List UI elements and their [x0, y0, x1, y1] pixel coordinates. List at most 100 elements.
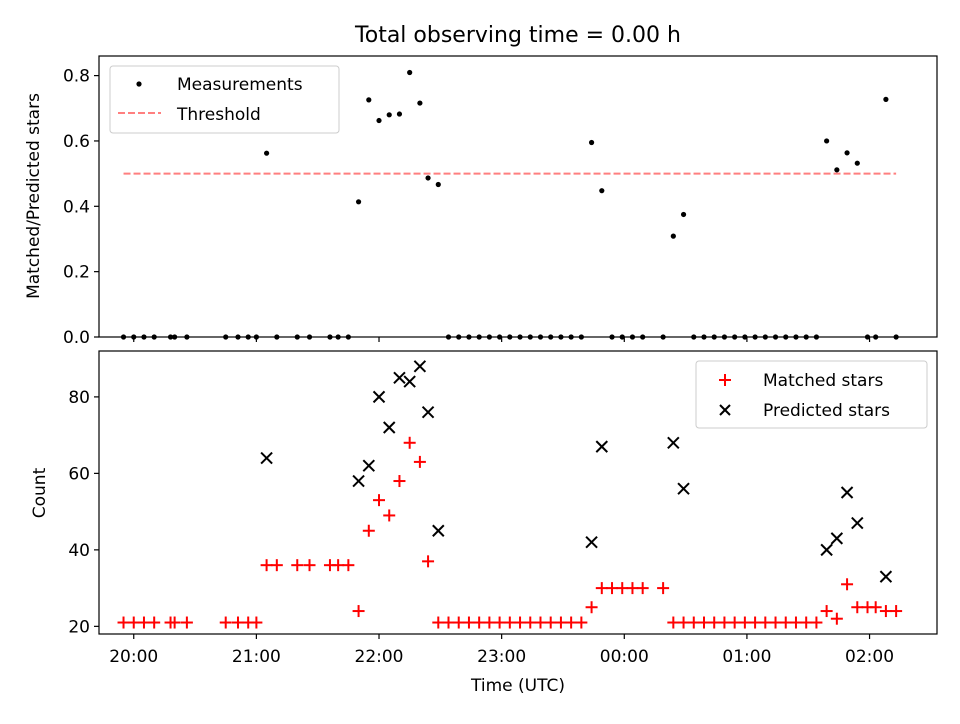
matched-star-point — [565, 616, 578, 629]
measurement-point — [355, 199, 362, 205]
measurement-point — [435, 181, 441, 188]
matched-star-point — [636, 582, 649, 595]
legend-threshold-label: Threshold — [176, 105, 261, 125]
matched-star-point — [800, 616, 813, 629]
measurement-point — [588, 139, 595, 146]
matched-star-point — [524, 616, 537, 629]
matched-star-point — [575, 616, 588, 629]
matched-star-point — [841, 578, 854, 591]
matched-star-point — [759, 616, 772, 629]
matched-star-point — [534, 616, 547, 629]
predicted-star-point — [352, 474, 365, 488]
measurement-point — [386, 112, 392, 118]
matched-star-point — [117, 616, 130, 629]
predicted-star-point — [383, 421, 396, 434]
matched-star-point — [432, 616, 445, 629]
matched-star-point — [677, 616, 690, 629]
matched-star-point — [503, 616, 516, 629]
predicted-star-point — [421, 405, 435, 419]
matched-star-point — [332, 559, 345, 572]
top-panel: 0.00.20.40.60.8 Matched/Predicted stars … — [24, 55, 938, 348]
matched-star-point — [749, 616, 762, 629]
measurement-point — [680, 211, 687, 218]
predicted-star-point — [820, 543, 833, 557]
matched-star-point — [473, 616, 486, 629]
matched-star-point — [442, 616, 455, 629]
matched-star-point — [231, 616, 244, 629]
legend-matched-label: Matched stars — [763, 371, 883, 391]
matched-star-point — [585, 601, 598, 614]
bottom-legend-frame — [695, 360, 928, 429]
measurement-point — [834, 167, 840, 173]
legend-predicted-label: Predicted stars — [763, 401, 890, 421]
measurement-point — [396, 111, 403, 117]
matched-star-point — [403, 436, 416, 449]
matched-star-point — [168, 616, 181, 629]
matched-star-point — [820, 605, 833, 618]
measurement-point — [264, 150, 270, 156]
matched-star-point — [362, 524, 375, 537]
measurement-point — [599, 188, 605, 194]
measurement-point — [417, 100, 423, 106]
matched-star-point — [626, 582, 639, 595]
matched-star-point — [738, 616, 751, 629]
matched-star-point — [789, 616, 802, 629]
bottom-y-tick-label: 40 — [68, 541, 90, 561]
x-tick-label: 20:00 — [109, 647, 158, 667]
x-tick-label: 22:00 — [355, 647, 404, 667]
x-tick-label: 00:00 — [600, 647, 649, 667]
top-y-tick-label: 0.6 — [63, 132, 90, 152]
legend-measurements-marker — [136, 81, 142, 87]
predicted-star-point — [840, 486, 854, 499]
matched-star-point — [708, 616, 721, 629]
matched-star-point — [148, 616, 161, 629]
bottom-legend: Matched stars Predicted stars — [695, 360, 928, 429]
bottom-plot-frame — [98, 350, 938, 635]
matched-star-point — [595, 582, 608, 595]
predicted-star-point — [830, 532, 844, 545]
top-y-ticks: 0.0 0.2 0.4 0.6 0.8 — [63, 67, 99, 348]
chart-title: Total observing time = 0.00 h — [354, 23, 681, 48]
predicted-star-point — [260, 451, 273, 465]
measurement-point — [366, 97, 372, 103]
matched-star-point — [718, 616, 731, 629]
matched-star-point — [452, 616, 465, 629]
predicted-star-point — [667, 436, 680, 449]
matched-star-point — [250, 616, 263, 629]
predicted-star-point — [372, 390, 386, 404]
top-y-tick-label: 0.8 — [63, 67, 90, 87]
measurement-point — [376, 117, 382, 124]
x-tick-label: 01:00 — [722, 647, 771, 667]
matched-star-point — [779, 616, 792, 629]
measurement-point — [670, 233, 676, 239]
matched-star-point — [393, 475, 406, 488]
x-axis-label: Time (UTC) — [470, 676, 565, 696]
top-x-ticks — [133, 337, 871, 342]
legend-predicted-marker — [719, 404, 731, 416]
measurement-point — [407, 69, 413, 76]
matched-star-point — [493, 616, 506, 629]
top-y-axis-label: Matched/Predicted stars — [24, 93, 44, 299]
matched-star-point — [544, 616, 557, 629]
bottom-y-tick-label: 60 — [68, 464, 90, 484]
matched-star-point — [270, 559, 283, 572]
matched-star-point — [687, 616, 700, 629]
matched-star-point — [514, 616, 527, 629]
predicted-star-point — [879, 570, 893, 583]
x-tick-label: 21:00 — [232, 647, 281, 667]
predicted-star-point — [851, 516, 864, 530]
bottom-y-axis-label: Count — [30, 467, 50, 518]
legend-measurements-label: Measurements — [177, 75, 303, 95]
bottom-y-ticks: 20 40 60 80 — [68, 388, 99, 637]
bottom-x-ticks: 20:00 21:00 22:00 23:00 00:00 01:00 02:00 — [109, 634, 894, 667]
matched-star-point — [851, 601, 864, 614]
top-y-tick-label: 0.2 — [63, 263, 90, 283]
matched-star-point — [483, 616, 496, 629]
matched-star-point — [373, 494, 386, 507]
top-plot-frame — [98, 55, 938, 338]
matched-star-point — [383, 509, 396, 522]
matched-star-point — [616, 582, 629, 595]
bottom-panel: 20 40 60 80 20:00 21:00 22:00 23:00 00:00 01:00 0… — [30, 350, 938, 696]
predicted-star-point — [432, 524, 445, 537]
